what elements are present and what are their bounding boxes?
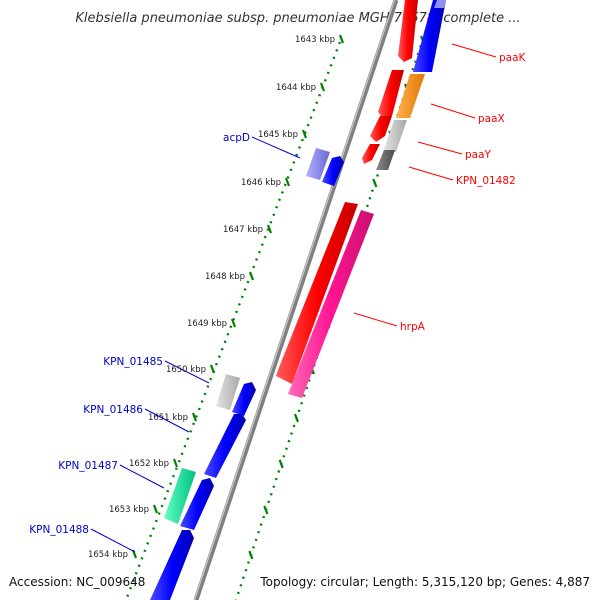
genome-summary-text: Topology: circular; Length: 5,315,120 bp…: [259, 575, 590, 589]
tick-label: 1646 kbp: [241, 178, 281, 188]
gene-KPN_01482[interactable]: [362, 144, 380, 164]
label-leader-line: [251, 136, 301, 159]
gene-KPN_01488[interactable]: [150, 530, 194, 600]
label-leader-line: [408, 166, 454, 181]
gene-label-KPN_01482[interactable]: KPN_01482: [456, 175, 516, 187]
gene-label-KPN_01487[interactable]: KPN_01487: [58, 460, 118, 472]
backbone: [193, 0, 399, 600]
tick-mark-inner: [266, 224, 273, 234]
tick-mark-inner: [338, 34, 345, 44]
tick-mark-outer: [278, 459, 284, 469]
gene-paaY-partner[interactable]: [383, 120, 407, 152]
tick-label: 1647 kbp: [223, 225, 263, 235]
tick-label: 1648 kbp: [205, 272, 245, 282]
gene-paaX-partner[interactable]: [396, 74, 425, 118]
gene-paaX[interactable]: [378, 70, 404, 118]
label-leader-line: [144, 408, 190, 433]
gene-paaK-top: [434, 0, 446, 8]
gene-label-paaX[interactable]: paaX: [478, 113, 505, 125]
label-leader-line: [164, 360, 210, 384]
accession-text: Accession: NC_009648: [9, 575, 145, 589]
tick-label: 1645 kbp: [258, 130, 298, 140]
gene-KPN_01485[interactable]: [232, 382, 256, 416]
label-leader-line: [430, 103, 476, 119]
tick-mark-inner: [230, 318, 237, 328]
tick-label: 1644 kbp: [276, 83, 316, 93]
gene-labels: paaK paaX paaY KPN_01482 hrpA acpD KPN_01485 KP…: [29, 43, 527, 553]
gene-KPN_01486[interactable]: [204, 414, 246, 478]
tick-label: 1643 kbp: [295, 35, 335, 45]
tick-labels: 1643 kbp 1644 kbp 1645 kbp 1646 kbp 1647 kbp…: [88, 35, 335, 560]
gene-label-paaY[interactable]: paaY: [465, 149, 492, 161]
map-title: Klebsiella pneumoniae subsp. pneumoniae …: [75, 11, 520, 26]
tick-mark-outer: [263, 505, 269, 515]
tick-mark-inner: [209, 364, 216, 374]
label-leader-line: [90, 528, 136, 553]
gene-KPN_01487-partner[interactable]: [164, 468, 196, 524]
tick-mark-inner: [248, 271, 255, 281]
gene-paaK[interactable]: [398, 0, 418, 62]
gene-paaK-partner[interactable]: [413, 0, 446, 72]
tick-label: 1650 kbp: [166, 365, 206, 375]
tick-mark-inner: [284, 177, 291, 187]
gene-acpD[interactable]: [322, 156, 344, 186]
tick-label: 1653 kbp: [109, 505, 149, 515]
gene-label-KPN_01485[interactable]: KPN_01485: [103, 356, 163, 368]
tick-mark-inner: [172, 458, 179, 468]
tick-mark-inner: [191, 412, 198, 422]
label-leader-line: [119, 464, 165, 489]
tick-mark-inner: [319, 82, 326, 92]
gene-paaY[interactable]: [370, 116, 392, 142]
gene-label-KPN_01488[interactable]: KPN_01488: [29, 524, 89, 536]
tick-label: 1649 kbp: [187, 319, 227, 329]
tick-mark-inner: [301, 129, 308, 139]
tick-label: 1652 kbp: [129, 459, 169, 469]
gene-KPN_01482-partner[interactable]: [376, 150, 395, 170]
gene-hrpA[interactable]: [276, 202, 358, 384]
gene-KPN_01487[interactable]: [180, 478, 214, 530]
tick-mark-outer: [372, 178, 378, 188]
reverse-features: [150, 148, 344, 600]
tick-mark-inner: [152, 504, 159, 514]
gene-label-paaK[interactable]: paaK: [499, 52, 527, 64]
gene-label-acpD[interactable]: acpD: [223, 132, 250, 144]
label-leader-line: [417, 141, 463, 155]
tick-label: 1654 kbp: [88, 550, 128, 560]
label-leader-line: [353, 312, 398, 327]
tick-mark-outer: [293, 413, 300, 423]
gene-hrpA-partner[interactable]: [288, 210, 374, 398]
tick-label: 1651 kbp: [148, 413, 188, 423]
gene-label-hrpA[interactable]: hrpA: [400, 321, 426, 333]
gene-acpD-partner[interactable]: [306, 148, 330, 180]
gene-KPN_01485-partner[interactable]: [216, 374, 240, 410]
forward-features: [276, 0, 446, 398]
gene-label-KPN_01486[interactable]: KPN_01486: [83, 404, 143, 416]
label-leader-line: [451, 43, 497, 58]
tick-mark-outer: [248, 550, 254, 560]
